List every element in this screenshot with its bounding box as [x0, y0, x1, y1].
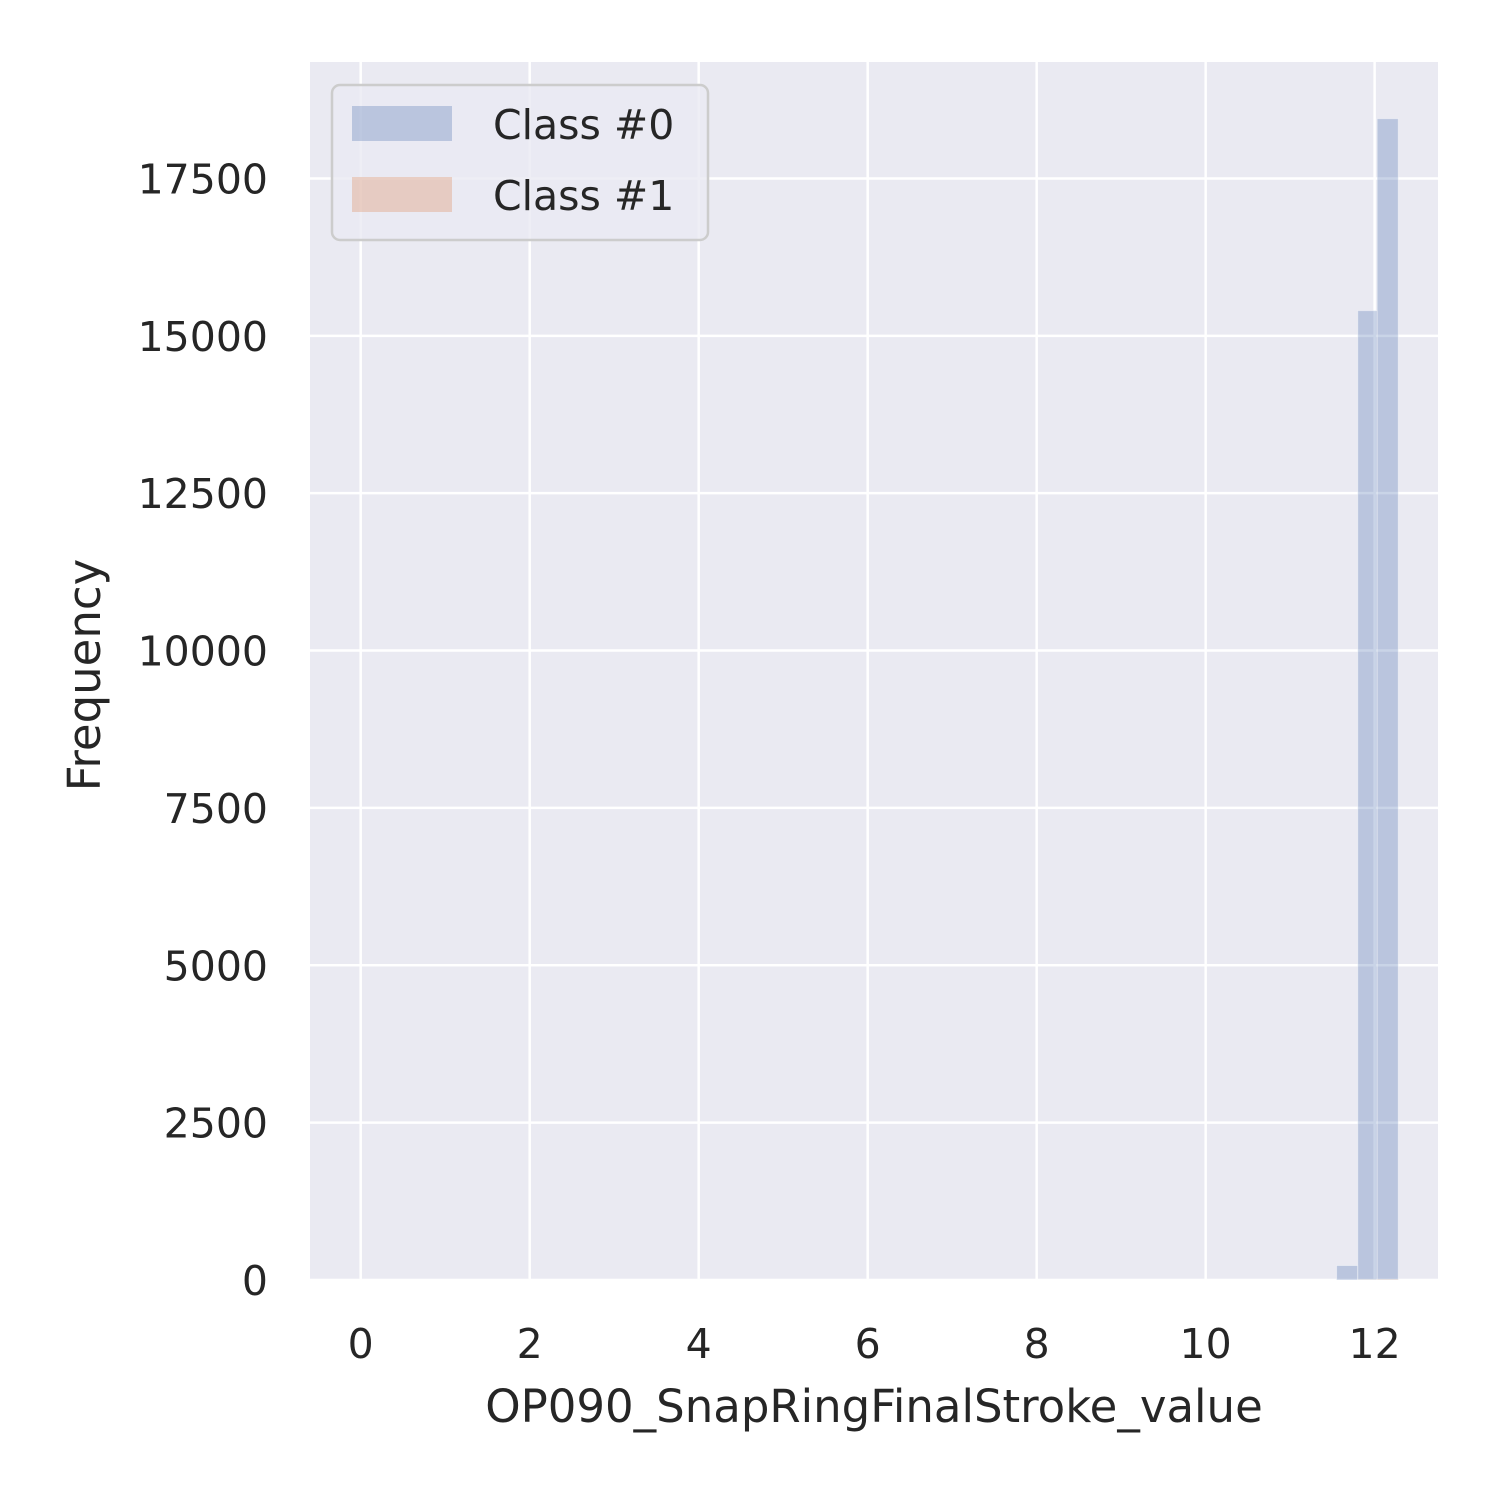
x-tick-label: 10 [1180, 1320, 1232, 1368]
histogram-bar-class-0 [1357, 310, 1378, 1281]
y-tick-label: 12500 [138, 470, 268, 518]
y-tick-label: 2500 [164, 1100, 268, 1148]
x-tick-labels: 0 2 4 6 8 10 12 [348, 1320, 1401, 1368]
y-tick-label: 10000 [138, 628, 268, 676]
x-axis-label: OP090_SnapRingFinalStroke_value [485, 1380, 1263, 1433]
legend-label-class-1: Class #1 [493, 172, 674, 220]
x-tick-label: 8 [1024, 1320, 1050, 1368]
grid-lines [310, 62, 1438, 1282]
legend-frame [330, 83, 710, 242]
y-tick-label: 7500 [164, 785, 268, 833]
x-tick-label: 12 [1349, 1320, 1401, 1368]
y-tick-label: 15000 [138, 313, 268, 361]
y-tick-label: 5000 [164, 942, 268, 990]
legend: Class #0 Class #1 [330, 83, 710, 242]
histogram-bar-class-0 [1376, 118, 1399, 1281]
x-tick-label: 6 [855, 1320, 881, 1368]
y-tick-labels: 0 2500 5000 7500 10000 12500 15000 17500 [138, 155, 268, 1305]
x-tick-label: 2 [517, 1320, 543, 1368]
y-tick-label: 0 [242, 1257, 268, 1305]
legend-swatch-class-1 [352, 177, 452, 212]
plot-background [310, 62, 1438, 1280]
histogram-bar-class-1 [1376, 1278, 1399, 1281]
legend-swatch-class-0 [352, 106, 452, 141]
y-axis-label: Frequency [58, 559, 111, 791]
histogram-bar-class-0 [1336, 1265, 1359, 1281]
y-tick-label: 17500 [138, 155, 268, 203]
legend-label-class-0: Class #0 [493, 101, 674, 149]
x-tick-label: 0 [348, 1320, 374, 1368]
histogram-bars [1336, 118, 1399, 1281]
x-tick-label: 4 [686, 1320, 712, 1368]
